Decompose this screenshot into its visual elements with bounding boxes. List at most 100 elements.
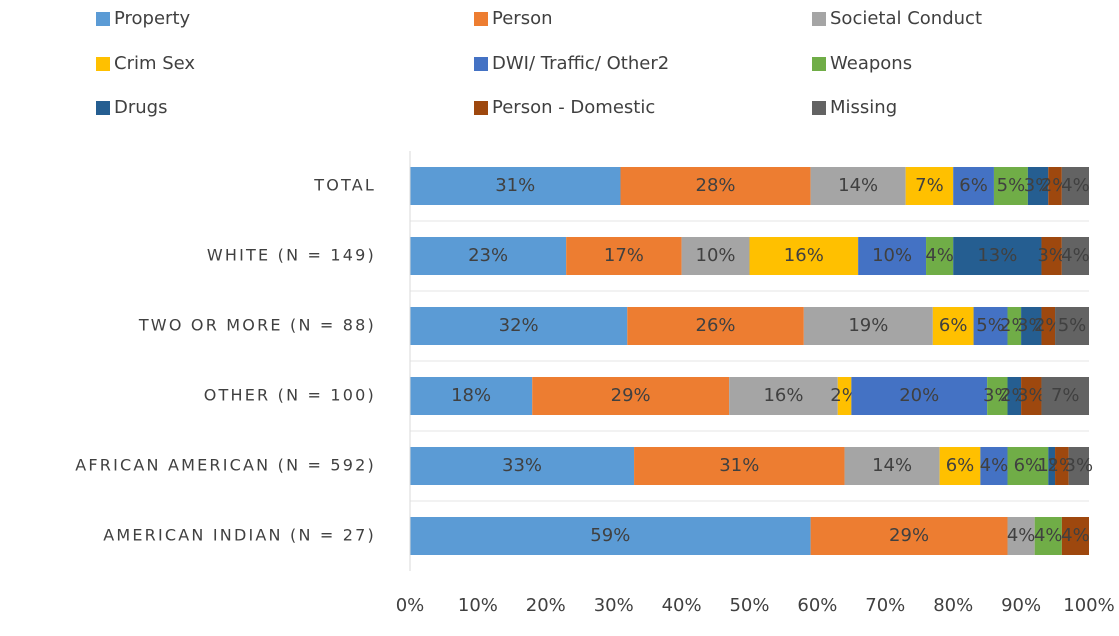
x-tick-label: 60% xyxy=(797,595,837,616)
bar-segment xyxy=(905,167,954,205)
bar-segment xyxy=(410,167,621,205)
data-label: 4% xyxy=(1061,525,1090,546)
bar-segment xyxy=(803,307,933,345)
data-label: 20% xyxy=(899,385,939,406)
data-label: 14% xyxy=(872,455,912,476)
data-label: 7% xyxy=(1051,385,1080,406)
bar-segment xyxy=(1027,167,1049,205)
data-label: 3% xyxy=(1024,175,1053,196)
category-label: OTHER (N = 100) xyxy=(204,386,376,405)
legend-swatch xyxy=(96,57,110,71)
data-label: 16% xyxy=(763,385,803,406)
x-tick-label: 20% xyxy=(526,595,566,616)
x-tick-label: 100% xyxy=(1063,595,1114,616)
legend-swatch xyxy=(812,12,826,26)
bar-segment xyxy=(566,237,682,275)
data-label: 3% xyxy=(1065,455,1094,476)
bar-segment xyxy=(634,447,845,485)
data-label: 3% xyxy=(1017,385,1046,406)
legend-label: DWI/ Traffic/ Other2 xyxy=(492,53,669,74)
bar-segment xyxy=(410,307,628,345)
legend-label: Person xyxy=(492,8,553,29)
bar-segment xyxy=(729,377,838,415)
bar-segment xyxy=(1055,307,1089,345)
data-label: 14% xyxy=(838,175,878,196)
data-label: 4% xyxy=(1061,175,1090,196)
data-label: 3% xyxy=(1017,315,1046,336)
category-label: AFRICAN AMERICAN (N = 592) xyxy=(75,456,376,475)
bar-segment xyxy=(1021,307,1042,345)
bar-segment xyxy=(953,237,1042,275)
x-tick-label: 10% xyxy=(458,595,498,616)
data-label: 23% xyxy=(468,245,508,266)
legend-label: Societal Conduct xyxy=(830,8,982,29)
data-label: 4% xyxy=(1007,525,1036,546)
data-label: 29% xyxy=(611,385,651,406)
x-tick-label: 90% xyxy=(1001,595,1041,616)
bar-segment xyxy=(953,167,994,205)
bar-segment xyxy=(939,447,981,485)
bar-segment xyxy=(1068,447,1089,485)
bar-segment xyxy=(851,377,988,415)
x-tick-label: 80% xyxy=(933,595,973,616)
data-label: 16% xyxy=(784,245,824,266)
bar-segment xyxy=(620,167,811,205)
legend-label: Drugs xyxy=(114,97,167,118)
bar-segment xyxy=(410,447,635,485)
x-tick-label: 50% xyxy=(729,595,769,616)
bar-segment xyxy=(1007,447,1049,485)
bar-segment xyxy=(410,377,533,415)
data-label: 10% xyxy=(872,245,912,266)
data-label: 5% xyxy=(976,315,1005,336)
data-label: 28% xyxy=(696,175,736,196)
data-label: 6% xyxy=(939,315,968,336)
bar-segment xyxy=(1041,237,1062,275)
data-label: 5% xyxy=(997,175,1026,196)
data-label: 17% xyxy=(604,245,644,266)
data-label: 13% xyxy=(977,245,1017,266)
legend-label: Weapons xyxy=(830,53,912,74)
data-label: 5% xyxy=(1058,315,1087,336)
data-label: 26% xyxy=(696,315,736,336)
category-label: TWO OR MORE (N = 88) xyxy=(138,316,376,335)
data-label: 4% xyxy=(925,245,954,266)
bar-segment xyxy=(973,307,1008,345)
bar-segment xyxy=(810,167,906,205)
category-label: WHITE (N = 149) xyxy=(207,246,376,265)
bar-segment xyxy=(1061,167,1089,205)
data-label: 10% xyxy=(696,245,736,266)
bar-segment xyxy=(810,517,1008,555)
x-tick-label: 70% xyxy=(865,595,905,616)
legend-swatch xyxy=(474,101,488,115)
bar-segment xyxy=(844,447,940,485)
bar-segment xyxy=(1061,517,1089,555)
bar-segment xyxy=(1041,377,1089,415)
bar-segment xyxy=(1021,377,1042,415)
data-label: 19% xyxy=(848,315,888,336)
legend-label: Missing xyxy=(830,97,897,118)
bar-segment xyxy=(858,237,927,275)
data-label: 6% xyxy=(959,175,988,196)
bar-segment xyxy=(749,237,859,275)
legend-swatch xyxy=(96,12,110,26)
legend-swatch xyxy=(474,12,488,26)
data-label: 29% xyxy=(889,525,929,546)
data-label: 7% xyxy=(915,175,944,196)
data-label: 32% xyxy=(499,315,539,336)
legend-swatch xyxy=(474,57,488,71)
bar-segment xyxy=(926,237,954,275)
data-label: 6% xyxy=(946,455,975,476)
bar-segment xyxy=(980,447,1008,485)
bar-segment xyxy=(1055,447,1069,485)
bar-segment xyxy=(1041,307,1056,345)
bar-segment xyxy=(1007,517,1035,555)
bar-segment xyxy=(1007,307,1022,345)
bar-segment xyxy=(681,237,750,275)
bar-segment xyxy=(993,167,1028,205)
data-label: 6% xyxy=(1014,455,1043,476)
data-label: 31% xyxy=(495,175,535,196)
data-label: 4% xyxy=(1061,245,1090,266)
category-label: AMERICAN INDIAN (N = 27) xyxy=(103,526,376,545)
data-label: 33% xyxy=(502,455,542,476)
